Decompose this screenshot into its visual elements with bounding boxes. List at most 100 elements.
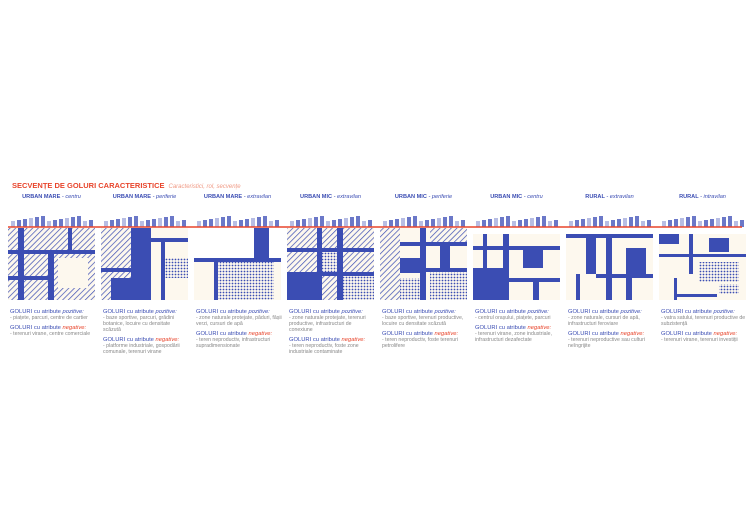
positive-word: pozitive: xyxy=(62,309,84,315)
skyline xyxy=(383,221,387,227)
plan-shape xyxy=(8,276,48,280)
negative-word: negative: xyxy=(248,331,273,337)
plan-shape xyxy=(473,268,503,300)
negative-label: GOLURI cu atribute xyxy=(289,337,340,343)
skyline xyxy=(338,219,342,227)
skyline xyxy=(728,216,732,227)
negative-text: - teren neproductiv, foste zone industri… xyxy=(289,343,359,355)
plan-shape xyxy=(473,228,560,234)
skyline xyxy=(11,221,15,227)
skyline xyxy=(110,220,114,227)
skyline xyxy=(605,221,609,227)
panel-heading: URBAN MIC - centru xyxy=(470,194,563,200)
skyline xyxy=(482,220,486,227)
skyline xyxy=(368,220,372,227)
skyline xyxy=(734,221,738,227)
panel-heading: URBAN MIC - periferie xyxy=(377,194,470,200)
panel-text: GOLURI cu atribute pozitive: - zone natur… xyxy=(196,309,282,353)
skyline xyxy=(116,219,120,227)
skyline xyxy=(506,216,510,227)
plan-shape xyxy=(287,248,374,252)
plan-shape xyxy=(586,234,596,274)
skyline xyxy=(134,216,138,227)
plan-shape xyxy=(131,228,151,300)
plan-shape xyxy=(317,228,322,300)
plan-shape xyxy=(659,234,679,244)
skyline xyxy=(296,220,300,227)
positive-label: GOLURI cu atribute xyxy=(196,309,247,315)
negative-label: GOLURI cu atribute xyxy=(661,331,712,337)
skyline xyxy=(599,216,603,227)
skyline xyxy=(23,219,27,227)
positive-word: pozitive: xyxy=(155,309,177,315)
skyline xyxy=(221,217,225,227)
skyline xyxy=(647,220,651,227)
heading: RURAL xyxy=(585,194,605,200)
negative: GOLURI cu atribute negative: - terenuri n… xyxy=(568,331,654,349)
plan-shape xyxy=(287,272,374,276)
negative: GOLURI cu atribute negative: - teren nepr… xyxy=(382,331,468,349)
skyline xyxy=(437,218,441,227)
skyline xyxy=(356,216,360,227)
skyline xyxy=(710,219,714,227)
positive-label: GOLURI cu atribute xyxy=(382,309,433,315)
negative: GOLURI cu atribute negative: - terenuri v… xyxy=(475,325,561,343)
positive-text: - piațete, parcuri, centre de cartier xyxy=(10,315,88,321)
skyline xyxy=(554,220,558,227)
panel-text: GOLURI cu atribute pozitive: - piațete, p… xyxy=(10,309,96,341)
positive-label: GOLURI cu atribute xyxy=(103,309,154,315)
plan-shape xyxy=(101,268,131,272)
panel-heading: URBAN MARE - extravilan xyxy=(191,194,284,200)
skyline xyxy=(152,219,156,227)
skyline xyxy=(251,218,255,227)
skyline xyxy=(740,220,744,227)
plan-shape xyxy=(287,276,317,300)
skyline xyxy=(362,221,366,227)
skyline xyxy=(35,217,39,227)
skyline xyxy=(575,220,579,227)
plan-shape xyxy=(8,250,95,254)
negative-text: - platforme industriale, gospodării comu… xyxy=(103,343,180,355)
skyline xyxy=(443,217,447,227)
negative-label: GOLURI cu atribute xyxy=(382,331,433,337)
heading: URBAN MARE xyxy=(22,194,61,200)
plan-shape xyxy=(151,238,188,242)
panel-text: GOLURI cu atribute pozitive: - vatra satu… xyxy=(661,309,747,347)
negative-label: GOLURI cu atribute xyxy=(103,337,154,343)
skyline xyxy=(476,221,480,227)
plan-shape xyxy=(214,262,218,300)
plan-shape xyxy=(400,278,420,300)
skyline xyxy=(407,217,411,227)
skyline xyxy=(209,219,213,227)
plan-shape xyxy=(420,228,426,300)
skyline xyxy=(512,221,516,227)
panel-text: GOLURI cu atribute pozitive: - baze sport… xyxy=(382,309,468,353)
skyline xyxy=(662,221,666,227)
subtitle: Caracteristici, rol, secvențe xyxy=(168,184,241,190)
context: - periferie xyxy=(152,194,177,200)
positive-word: pozitive: xyxy=(713,309,735,315)
skyline xyxy=(674,219,678,227)
context: - extravilan xyxy=(333,194,361,200)
skyline xyxy=(488,219,492,227)
positive-label: GOLURI cu atribute xyxy=(475,309,526,315)
skyline xyxy=(524,219,528,227)
skyline xyxy=(170,216,174,227)
heading: URBAN MARE xyxy=(203,194,243,200)
positive-text: - baze sportive, terenuri productive, lo… xyxy=(382,315,464,327)
skyline xyxy=(233,221,237,227)
skyline xyxy=(182,220,186,227)
skyline xyxy=(146,220,150,227)
context: - centru xyxy=(61,194,81,200)
skyline xyxy=(176,221,180,227)
negative-word: negative: xyxy=(620,331,645,337)
skyline xyxy=(269,221,273,227)
plan-shape xyxy=(426,268,467,272)
negative-label: GOLURI cu atribute xyxy=(475,325,526,331)
negative: GOLURI cu atribute negative: - platforme … xyxy=(103,337,189,355)
skyline xyxy=(77,216,81,227)
skyline xyxy=(350,217,354,227)
context: - periferie xyxy=(428,194,453,200)
plan-shape xyxy=(58,258,88,288)
